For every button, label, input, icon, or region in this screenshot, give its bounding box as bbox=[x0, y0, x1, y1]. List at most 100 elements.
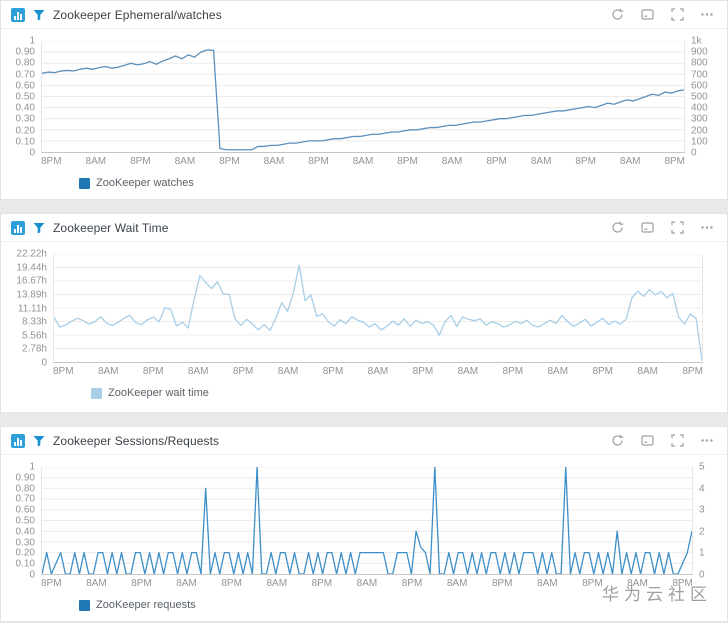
more-icon bbox=[701, 13, 713, 16]
y-axis-left: 1 0.90 0.80 0.70 0.60 0.50 0.40 0.30 0.20 0.10 0 bbox=[9, 36, 41, 159]
collapse-button[interactable] bbox=[639, 220, 655, 236]
panel-controls bbox=[609, 220, 715, 236]
panel-body: 1 0.90 0.80 0.70 0.60 0.50 0.40 0.30 0.20 0.10 0 1… bbox=[1, 29, 727, 191]
y-tick-label: 1 bbox=[29, 461, 35, 473]
collapse-icon bbox=[640, 222, 654, 233]
refresh-icon bbox=[611, 434, 624, 446]
x-tick-label: 8AM bbox=[619, 156, 641, 167]
x-tick-label: 8AM bbox=[85, 156, 107, 167]
refresh-button[interactable] bbox=[609, 433, 625, 449]
y-tick-label: 0.90 bbox=[15, 472, 35, 484]
y-tick-label: 8.33h bbox=[21, 316, 47, 328]
y-tick-label: 11.11h bbox=[17, 303, 47, 314]
panel-title: Zookeeper Ephemeral/watches bbox=[53, 7, 222, 22]
x-tick-label: 8AM bbox=[263, 156, 285, 167]
filter-icon[interactable] bbox=[33, 435, 45, 447]
y-tick-label: 0 bbox=[699, 569, 705, 581]
y-tick-label: 5 bbox=[699, 461, 705, 473]
x-tick-label: 8AM bbox=[356, 578, 378, 589]
legend: ZooKeeper requests bbox=[41, 597, 693, 613]
fullscreen-icon bbox=[670, 221, 684, 234]
y-tick-label: 1k bbox=[691, 35, 702, 47]
fullscreen-button[interactable] bbox=[669, 220, 685, 236]
x-tick-label: 8AM bbox=[97, 366, 119, 377]
x-tick-label: 8PM bbox=[486, 156, 507, 167]
y-tick-label: 19.44h bbox=[16, 262, 47, 274]
bar-chart-icon bbox=[11, 7, 25, 22]
filter-icon[interactable] bbox=[33, 222, 45, 234]
legend-label: ZooKeeper wait time bbox=[108, 387, 209, 399]
x-tick-label: 8PM bbox=[142, 366, 164, 377]
panel-header: Zookeeper Sessions/Requests bbox=[1, 427, 727, 455]
legend-item[interactable]: ZooKeeper wait time bbox=[91, 387, 209, 399]
legend-item[interactable]: ZooKeeper watches bbox=[79, 177, 194, 189]
collapse-button[interactable] bbox=[639, 433, 655, 449]
refresh-icon bbox=[611, 8, 624, 20]
refresh-button[interactable] bbox=[609, 7, 625, 23]
y-axis-right: 5 4 3 2 1 0 bbox=[693, 462, 717, 581]
y-axis-right: 1k 900 800 700 600 500 400 300 200 100 0 bbox=[685, 36, 717, 159]
y-tick-label: 300 bbox=[691, 113, 708, 125]
y-tick-label: 0.20 bbox=[15, 547, 35, 559]
x-tick-label: 8AM bbox=[176, 578, 197, 589]
y-tick-label: 0.90 bbox=[15, 46, 35, 58]
legend-item[interactable]: ZooKeeper requests bbox=[79, 599, 196, 611]
panel-zookeeper-sessions-requests: Zookeeper Sessions/Requests 1 0.90 0.80 0.7… bbox=[0, 426, 728, 622]
more-button[interactable] bbox=[699, 7, 715, 23]
x-tick-label: 8PM bbox=[412, 366, 434, 377]
y-tick-label: 0.30 bbox=[15, 113, 35, 125]
y-tick-label: 3 bbox=[699, 504, 705, 516]
y-axis-left: 22.22h 19.44h 16.67h 13.89h 11.11h 8.33h 5.56h… bbox=[9, 249, 53, 369]
x-tick-label: 8PM bbox=[131, 578, 152, 589]
x-tick-label: 8PM bbox=[682, 366, 703, 377]
fullscreen-icon bbox=[670, 434, 684, 447]
x-tick-label: 8PM bbox=[672, 578, 693, 589]
x-tick-label: 8AM bbox=[637, 366, 658, 377]
x-tick-label: 8AM bbox=[187, 366, 209, 377]
bar-chart-icon bbox=[11, 220, 25, 235]
x-tick-label: 8AM bbox=[174, 156, 196, 167]
y-tick-label: 800 bbox=[691, 57, 708, 69]
fullscreen-button[interactable] bbox=[669, 7, 685, 23]
fullscreen-button[interactable] bbox=[669, 433, 685, 449]
y-tick-label: 500 bbox=[691, 91, 708, 103]
legend-swatch bbox=[79, 177, 90, 189]
more-button[interactable] bbox=[699, 433, 715, 449]
filter-icon[interactable] bbox=[33, 9, 45, 21]
panel-title: Zookeeper Sessions/Requests bbox=[53, 433, 220, 448]
legend-swatch bbox=[79, 599, 90, 611]
chart-plot[interactable] bbox=[41, 467, 693, 575]
panel-zookeeper-ephemeral-watches: Zookeeper Ephemeral/watches 1 0.90 0.80 0.7… bbox=[0, 0, 728, 200]
y-tick-label: 0.60 bbox=[15, 504, 35, 516]
y-axis-right bbox=[703, 254, 717, 363]
more-icon bbox=[701, 439, 713, 442]
y-tick-label: 0.60 bbox=[15, 80, 35, 92]
more-button[interactable] bbox=[699, 220, 715, 236]
panel-controls bbox=[609, 433, 715, 449]
panel-header: Zookeeper Wait Time bbox=[1, 214, 727, 242]
chart-plot[interactable] bbox=[41, 41, 685, 153]
x-tick-label: 8AM bbox=[530, 156, 552, 167]
y-tick-label: 600 bbox=[691, 80, 708, 92]
y-tick-label: 2.78h bbox=[21, 343, 47, 355]
y-tick-label: 900 bbox=[691, 46, 708, 58]
y-tick-label: 0.80 bbox=[15, 483, 35, 495]
x-tick-label: 8PM bbox=[322, 366, 344, 377]
x-tick-label: 8AM bbox=[537, 578, 558, 589]
y-tick-label: 700 bbox=[691, 69, 708, 81]
legend-label: ZooKeeper watches bbox=[96, 177, 194, 189]
panel-controls bbox=[609, 7, 715, 23]
x-tick-label: 8AM bbox=[352, 156, 374, 167]
x-tick-label: 8PM bbox=[232, 366, 254, 377]
x-tick-label: 8AM bbox=[441, 156, 463, 167]
y-tick-label: 0.70 bbox=[15, 69, 35, 81]
x-tick-label: 8PM bbox=[401, 578, 423, 589]
y-tick-label: 5.56h bbox=[21, 330, 47, 342]
chart-plot[interactable] bbox=[53, 254, 703, 363]
y-tick-label: 0.50 bbox=[15, 91, 35, 103]
y-axis-left: 1 0.90 0.80 0.70 0.60 0.50 0.40 0.30 0.20 0.10 0 bbox=[9, 462, 41, 581]
x-tick-label: 8PM bbox=[575, 156, 596, 167]
collapse-button[interactable] bbox=[639, 7, 655, 23]
refresh-button[interactable] bbox=[609, 220, 625, 236]
x-tick-label: 8PM bbox=[130, 156, 151, 167]
